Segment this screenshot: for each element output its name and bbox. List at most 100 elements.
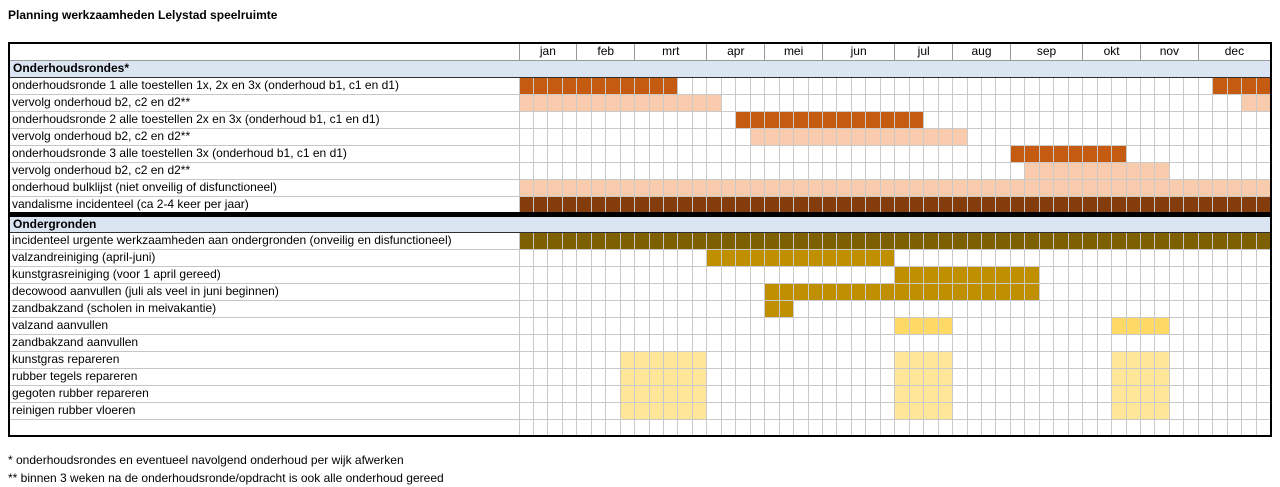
week-cell [836,265,852,284]
week-cell [1096,316,1113,335]
week-cell [735,144,751,163]
week-cell [648,367,665,386]
week-cell [865,265,881,284]
week-cell [706,418,722,437]
week-cell [547,333,563,352]
week-cell [821,350,838,369]
week-cell [619,178,636,197]
week-cell [850,265,867,284]
week-cell [576,316,592,335]
week-cell [561,144,578,163]
week-cell [706,195,722,215]
week-cell [1009,178,1026,197]
week-cell [1009,282,1026,301]
week-cell [923,384,939,403]
week-cell [1096,418,1113,437]
week-cell [1024,195,1040,215]
week-cell [1168,161,1185,180]
week-cell [1212,299,1228,318]
week-cell [749,350,766,369]
week-cell [576,110,592,129]
week-cell [1082,299,1098,318]
week-cell [1154,231,1170,250]
week-cell [518,265,534,284]
week-cell [821,127,838,146]
week-cell [706,401,722,420]
week-cell [807,76,824,95]
week-cell [1111,418,1127,437]
week-cell [749,76,766,95]
week-cell [937,299,954,318]
week-cell [980,76,997,95]
week-cell [532,248,549,267]
week-cell [850,144,867,163]
week-cell [923,265,939,284]
week-cell [663,161,679,180]
week-cell [749,316,766,335]
week-cell [720,161,737,180]
page-title: Planning werkzaamheden Lelystad speelrui… [8,8,278,22]
week-cell [1024,299,1040,318]
week-cell [980,350,997,369]
week-cell [894,367,910,386]
week-cell [865,384,881,403]
week-cell [1082,265,1098,284]
week-cell [576,401,592,420]
week-cell [1241,384,1257,403]
week-cell [894,350,910,369]
week-cell [1226,367,1243,386]
week-cell [908,384,925,403]
week-cell [532,384,549,403]
week-cell [1067,316,1084,335]
week-cell [1154,248,1170,267]
week-cell [1038,282,1055,301]
week-cell [518,195,534,215]
week-cell [561,384,578,403]
week-cell [1197,178,1214,197]
week-cell [1139,350,1156,369]
week-cell [1168,195,1185,215]
week-cell [1096,127,1113,146]
week-cell [923,231,939,250]
week-cell [793,144,809,163]
week-cell [1024,161,1040,180]
week-cell [793,76,809,95]
week-cell [663,110,679,129]
week-cell [1024,401,1040,420]
week-cell [518,282,534,301]
week-cell [547,265,563,284]
week-cell [1154,401,1170,420]
week-cell [1255,195,1272,215]
week-cell [807,93,824,112]
week-cell [1255,161,1272,180]
week-cell [937,231,954,250]
week-cell [850,401,867,420]
week-cell [532,299,549,318]
week-cell [1168,231,1185,250]
week-cell [764,333,780,352]
week-cell [691,333,708,352]
week-cell [1255,178,1272,197]
week-cell [980,161,997,180]
week-cell [793,333,809,352]
week-cell [518,367,534,386]
week-cell [1139,110,1156,129]
week-cell [706,76,722,95]
task-label: vandalisme incidenteel (ca 2-4 keer per … [9,195,520,215]
week-cell [807,333,824,352]
week-cell [605,350,621,369]
week-cell [663,418,679,437]
week-cell [1009,350,1026,369]
week-cell [677,401,693,420]
week-cell [1024,110,1040,129]
week-cell [865,418,881,437]
week-cell [677,110,693,129]
week-cell [547,350,563,369]
week-cell [1125,265,1142,284]
week-cell [1024,333,1040,352]
week-cell [952,333,968,352]
week-cell [966,350,983,369]
week-cell [908,418,925,437]
week-cell [793,418,809,437]
week-cell [850,384,867,403]
